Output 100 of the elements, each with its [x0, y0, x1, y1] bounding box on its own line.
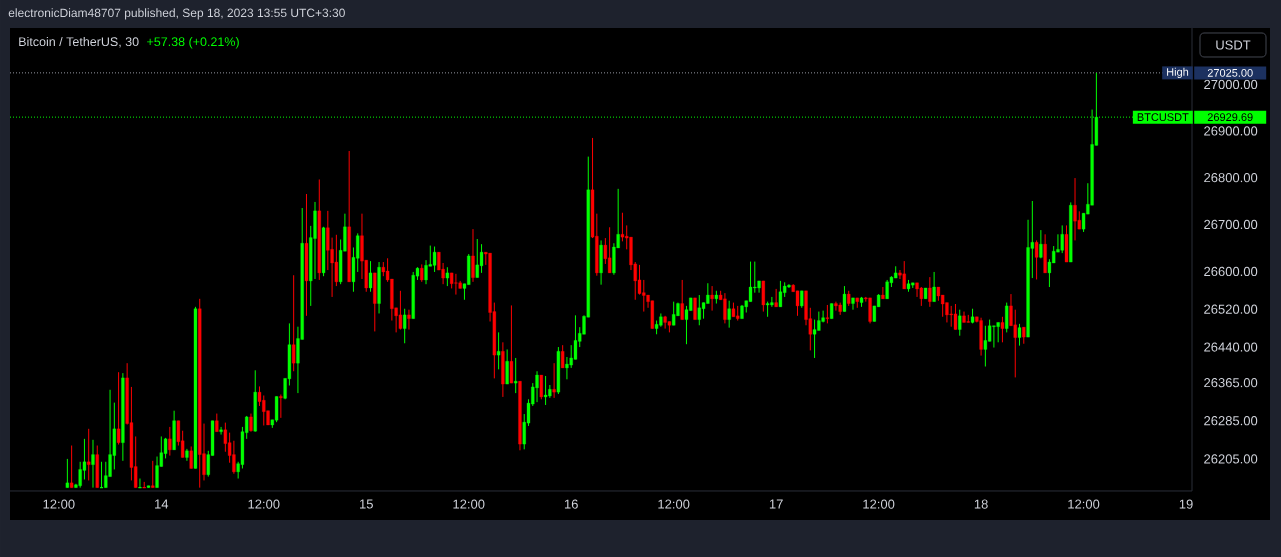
candlestick — [830, 303, 834, 320]
text: electronicDiam48707 published, Sep 18, 2023 13:55 UTC+3:30 — [8, 8, 345, 20]
y-tick-label: 27000.00 — [1204, 79, 1258, 90]
candlestick — [1060, 224, 1064, 254]
candlestick — [69, 445, 74, 489]
y-tick-label: 26365.00 — [1204, 378, 1258, 388]
y-tick-label: 26440.00 — [1204, 342, 1258, 352]
x-tick-label: 19 — [1179, 499, 1193, 509]
y-tick-label: 26600.00 — [1204, 266, 1258, 277]
candlestick — [765, 301, 770, 318]
candlestick — [87, 428, 91, 481]
candlestick — [347, 150, 351, 283]
y-tick-label: 26800.00 — [1204, 173, 1258, 183]
candlestick — [1022, 326, 1026, 345]
candlestick — [923, 287, 928, 300]
candlestick — [543, 375, 548, 406]
candlestick — [198, 298, 202, 489]
candlestick — [731, 302, 736, 318]
candlestick — [847, 290, 851, 307]
candlestick — [778, 280, 783, 308]
candlestick — [292, 274, 296, 372]
candlestick — [561, 344, 565, 369]
candlestick — [1069, 201, 1073, 263]
x-tick-label: 14 — [155, 499, 169, 509]
candlestick — [859, 296, 864, 308]
candlestick — [539, 374, 543, 400]
candlestick — [317, 178, 321, 281]
candlestick — [65, 458, 70, 489]
x-tick-label: 16 — [564, 499, 578, 509]
candlestick — [919, 286, 923, 307]
candlestick — [983, 325, 988, 367]
candlestick — [116, 371, 121, 446]
candlestick — [855, 297, 859, 309]
candlestick — [1064, 224, 1069, 263]
candlestick — [607, 226, 612, 274]
y-tick-label: 26929.69 — [1207, 113, 1253, 122]
candlestick — [496, 331, 501, 370]
x-tick-label: 12:00 — [43, 499, 75, 509]
y-tick-label: 26520.00 — [1204, 304, 1258, 314]
candlestick — [1017, 323, 1022, 347]
x-tick-label: 12:00 — [658, 499, 690, 509]
candlestick — [304, 193, 309, 317]
candlestick — [838, 302, 842, 316]
candlestick — [800, 290, 804, 309]
candlestick — [432, 246, 437, 273]
x-tick-label: 18 — [974, 499, 988, 509]
candlestick — [445, 266, 450, 287]
candlestick — [168, 426, 172, 457]
y-tick-label: 26700.00 — [1204, 219, 1258, 230]
text: Bitcoin / TetherUS, 30 — [19, 36, 139, 48]
candlestick — [825, 304, 830, 324]
candlestick — [565, 356, 569, 380]
x-tick-label: 12:00 — [453, 499, 485, 509]
candlestick — [398, 290, 403, 331]
candlestick — [727, 300, 731, 329]
ref-line-label: BTCUSDT — [1137, 113, 1189, 122]
candlestick — [958, 309, 962, 337]
candlestick — [403, 308, 407, 344]
candlestick — [509, 304, 514, 384]
x-tick-label: 12:00 — [1068, 499, 1100, 509]
x-tick-label: 17 — [769, 499, 783, 509]
candlestick — [714, 290, 719, 305]
candlestick — [514, 357, 518, 394]
candlestick — [953, 303, 958, 331]
candlestick — [189, 445, 193, 469]
x-tick-label: 15 — [360, 499, 373, 509]
candlestick — [1034, 239, 1039, 280]
x-tick-label: 12:00 — [248, 499, 280, 509]
y-tick-label: 26285.00 — [1204, 416, 1258, 426]
candlestick — [420, 263, 424, 283]
candlestick — [479, 243, 484, 274]
candlestick — [151, 460, 155, 489]
candlestick — [556, 346, 561, 395]
candlestick — [842, 285, 847, 313]
candlestick — [672, 301, 676, 326]
candlestick — [680, 279, 684, 321]
candlestick — [321, 226, 326, 277]
candlestick — [1000, 316, 1005, 343]
candlestick — [761, 280, 765, 313]
text: +57.38 (+0.21%) — [147, 36, 239, 49]
candlestick — [970, 308, 975, 324]
candlestick — [279, 394, 283, 419]
y-tick-label: 26205.00 — [1204, 454, 1258, 464]
candlestick — [667, 320, 672, 333]
candlestick — [193, 306, 198, 469]
candlestick — [373, 272, 377, 332]
ref-line-label: High — [1167, 67, 1189, 78]
candlestick — [253, 369, 257, 433]
candlestick — [505, 348, 509, 385]
candlestick — [1005, 302, 1009, 333]
y-tick-label: 26900.00 — [1204, 126, 1258, 136]
candlestick — [146, 485, 151, 489]
x-tick-label: 12:00 — [863, 499, 895, 509]
candlestick — [787, 283, 791, 289]
candlestick — [454, 273, 458, 296]
candlestick — [215, 413, 219, 433]
y-tick-label: 27025.00 — [1207, 68, 1253, 77]
candlestick — [368, 260, 373, 293]
y-axis-title: USDT — [1216, 40, 1251, 50]
candlestick — [902, 260, 906, 290]
